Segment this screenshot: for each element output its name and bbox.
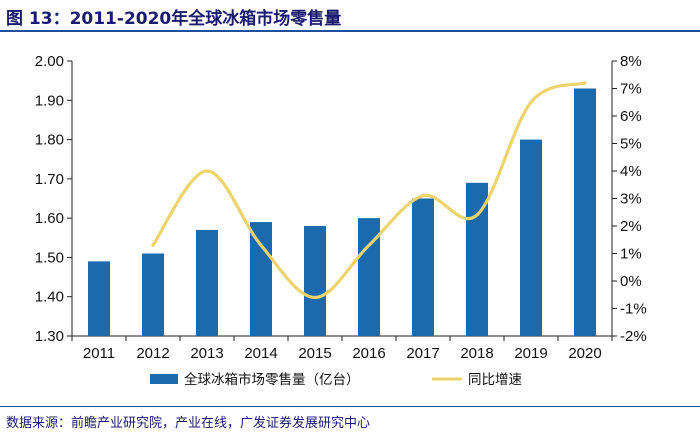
- legend-bar-label: 全球冰箱市场零售量（亿台）: [184, 371, 360, 388]
- x-tick-label: 2013: [190, 345, 223, 362]
- left-tick-label: 1.70: [35, 171, 64, 188]
- title-rule: [0, 30, 700, 32]
- x-tick-label: 2012: [136, 345, 169, 362]
- legend-bar-swatch: [150, 374, 178, 384]
- bar: [250, 222, 272, 336]
- bar: [196, 229, 218, 336]
- right-tick-label: 1%: [620, 246, 642, 263]
- legend-line-label: 同比增速: [468, 372, 522, 388]
- x-tick-label: 2011: [83, 345, 115, 362]
- bar: [466, 182, 488, 336]
- chart: 1.30 1.40 1.50 1.60 1.70 1.80 1.90 2.00 -2% -1% 0%…: [35, 53, 647, 388]
- growth-rate-line: [151, 81, 587, 300]
- right-tick-label: 7%: [620, 81, 642, 98]
- left-tick-label: 1.30: [35, 328, 64, 345]
- bar: [88, 261, 110, 336]
- source-rule: [0, 406, 700, 407]
- x-tick-label: 2014: [244, 345, 277, 362]
- left-tick-label: 1.50: [35, 249, 64, 266]
- right-tick-label: 3%: [620, 191, 642, 208]
- x-tick-label: 2018: [460, 345, 493, 362]
- x-tick-label: 2016: [352, 345, 385, 362]
- x-tick-label: 2020: [568, 345, 601, 362]
- right-tick-label: 0%: [620, 273, 642, 290]
- x-tick-label: 2019: [514, 345, 547, 362]
- figure-title: 图 13：2011-2020年全球冰箱市场零售量: [6, 9, 342, 29]
- bar: [412, 198, 434, 336]
- x-tick-label: 2015: [298, 345, 331, 362]
- right-tick-label: -1%: [620, 301, 647, 318]
- right-tick-label: 5%: [620, 136, 642, 153]
- bar: [142, 253, 164, 336]
- right-tick-label: 6%: [620, 108, 642, 125]
- right-tick-label: -2%: [620, 328, 647, 345]
- bar: [574, 88, 596, 336]
- x-tick-label: 2017: [406, 345, 439, 362]
- bar: [304, 226, 326, 336]
- data-source: 数据来源：前瞻产业研究院，产业在线，广发证券发展研究中心: [6, 416, 371, 431]
- left-tick-label: 1.80: [35, 132, 64, 149]
- right-tick-label: 4%: [620, 163, 642, 180]
- bar: [520, 139, 542, 336]
- left-tick-label: 1.90: [35, 92, 64, 109]
- left-tick-label: 2.00: [35, 53, 64, 70]
- right-tick-label: 8%: [620, 53, 642, 70]
- left-tick-label: 1.60: [35, 210, 64, 227]
- left-tick-label: 1.40: [35, 289, 64, 306]
- right-tick-label: 2%: [620, 218, 642, 235]
- bar: [358, 218, 380, 336]
